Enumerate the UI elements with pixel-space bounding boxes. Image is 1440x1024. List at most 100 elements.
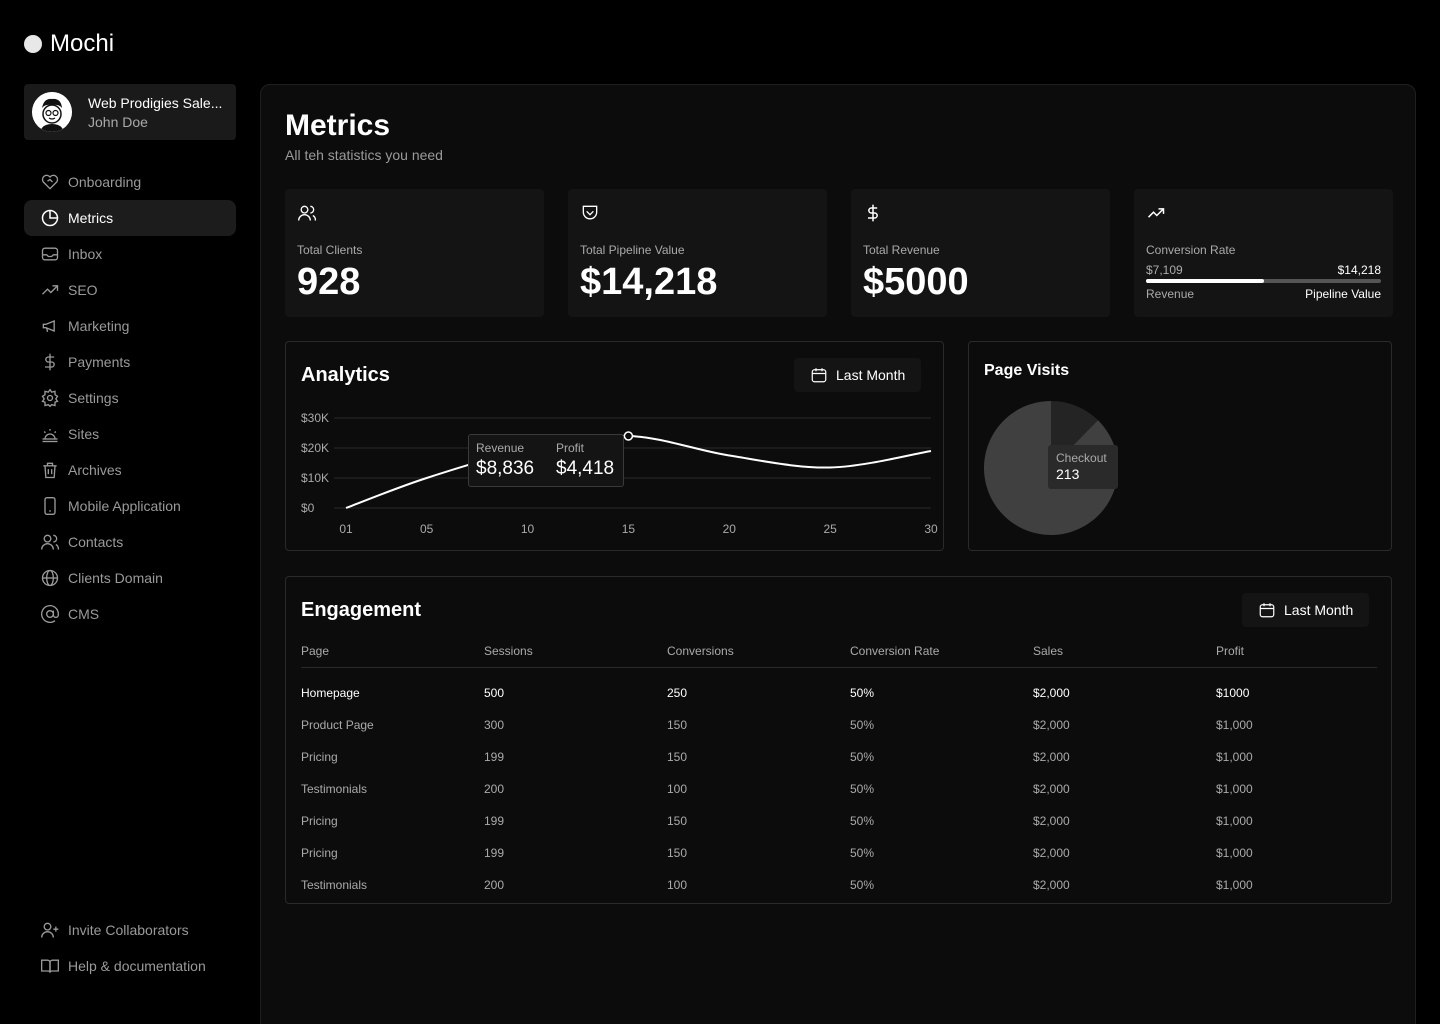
sidebar-item-sites[interactable]: Sites — [24, 416, 236, 452]
y-tick-label: $30K — [301, 411, 329, 425]
pie-tooltip-label: Checkout — [1056, 451, 1107, 465]
sidebar-item-mobile-application[interactable]: Mobile Application — [24, 488, 236, 524]
stat-label: Total Clients — [297, 243, 363, 257]
logo-mark — [24, 35, 42, 53]
cell-conversions: 150 — [667, 846, 688, 860]
engagement-table: Page Sessions Conversions Conversion Rat… — [301, 635, 1377, 901]
engagement-title: Engagement — [301, 599, 422, 621]
sidebar-item-onboarding[interactable]: Onboarding — [24, 164, 236, 200]
stat-value: 928 — [297, 261, 361, 303]
cell-sales: $2,000 — [1033, 750, 1070, 764]
trash-icon — [43, 462, 57, 479]
analytics-range-button[interactable]: Last Month — [794, 358, 922, 392]
sidebar-item-settings[interactable]: Settings — [24, 380, 236, 416]
page-title: Metrics — [285, 109, 391, 142]
analytics-panel: Analytics Last Month $30K $20K $10K $0 01 05 1… — [285, 341, 944, 551]
cell-conversion-rate: 50% — [850, 814, 875, 828]
help-documentation-link[interactable]: Help & documentation — [24, 948, 236, 984]
cell-page: Testimonials — [301, 782, 368, 796]
sidebar-item-marketing[interactable]: Marketing — [24, 308, 236, 344]
page-subtitle: All teh statistics you need — [285, 147, 443, 163]
page-visits-tooltip: Checkout 213 — [1048, 445, 1118, 489]
revenue-series-line — [345, 434, 932, 509]
table-row[interactable]: Homepage 500 250 50% $2,000 $1000 — [301, 667, 1377, 709]
cell-profit: $1,000 — [1216, 814, 1253, 828]
sidebar-item-payments[interactable]: Payments — [24, 344, 236, 380]
sidebar-item-seo[interactable]: SEO — [24, 272, 236, 308]
sidebar-item-label: Contacts — [68, 534, 124, 550]
y-tick-label: $20K — [301, 441, 329, 455]
stat-label: Conversion Rate — [1146, 243, 1236, 257]
sites-icon — [42, 429, 58, 443]
cell-sales: $2,000 — [1033, 686, 1070, 701]
table-header-row: Page Sessions Conversions Conversion Rat… — [301, 635, 1377, 668]
cell-conversions: 100 — [667, 782, 688, 796]
pie-tooltip-value: 213 — [1056, 466, 1080, 482]
conversion-progress-bar — [1146, 279, 1381, 283]
app-logo[interactable]: Mochi — [24, 30, 114, 58]
table-row[interactable]: Product Page 300 150 50% $2,000 $1,000 — [301, 709, 1377, 741]
sidebar-nav: Onboarding Metrics Inbox SEO Marketing P… — [24, 164, 236, 632]
pie-chart-icon — [41, 209, 59, 227]
tooltip-revenue-value: $8,836 — [476, 458, 535, 479]
sidebar-item-label: Invite Collaborators — [68, 922, 189, 938]
sidebar-item-cms[interactable]: CMS — [24, 596, 236, 632]
page-visits-pie-chart — [984, 401, 1118, 535]
invite-collaborators-button[interactable]: Invite Collaborators — [24, 912, 236, 948]
cell-conversion-rate: 50% — [850, 686, 875, 701]
sidebar-item-label: Metrics — [68, 210, 114, 226]
calendar-icon — [1259, 603, 1275, 618]
app-name: Mochi — [50, 30, 115, 57]
table-row[interactable]: Pricing 199 150 50% $2,000 $1,000 — [301, 805, 1377, 837]
sidebar-item-clients-domain[interactable]: Clients Domain — [24, 560, 236, 596]
account-name: Web Prodigies Sale... — [88, 94, 223, 111]
sidebar-item-metrics[interactable]: Metrics — [24, 200, 236, 236]
sidebar-item-label: CMS — [68, 606, 100, 622]
cell-sales: $2,000 — [1033, 782, 1070, 796]
avatar-face-icon — [32, 92, 72, 132]
users-icon — [298, 205, 317, 221]
engagement-range-label: Last Month — [1284, 602, 1354, 618]
table-row[interactable]: Pricing 199 150 50% $2,000 $1,000 — [301, 837, 1377, 869]
pocket-icon — [582, 205, 598, 220]
engagement-range-button[interactable]: Last Month — [1242, 593, 1370, 627]
page-visits-panel: Page Visits Checkout 213 — [968, 341, 1392, 551]
sidebar-item-label: Payments — [68, 354, 131, 370]
account-switcher[interactable]: Web Prodigies Sale... John Doe — [24, 84, 236, 140]
sidebar-item-contacts[interactable]: Contacts — [24, 524, 236, 560]
cell-profit: $1,000 — [1216, 718, 1253, 732]
column-header-sales: Sales — [1033, 635, 1216, 668]
cell-page: Pricing — [301, 814, 338, 828]
cell-page: Product Page — [301, 718, 374, 732]
heart-handshake-icon — [41, 174, 59, 190]
calendar-icon — [811, 368, 827, 383]
cell-sales: $2,000 — [1033, 846, 1070, 860]
cell-conversions: 150 — [667, 814, 688, 828]
globe-icon — [41, 569, 59, 587]
analytics-title: Analytics — [301, 364, 390, 386]
conversion-pipeline-value: $14,218 — [1337, 263, 1381, 277]
column-header-profit: Profit — [1216, 635, 1377, 668]
table-row[interactable]: Pricing 199 150 50% $2,000 $1,000 — [301, 741, 1377, 773]
stat-value: $5000 — [863, 261, 969, 303]
sidebar-item-label: SEO — [68, 282, 98, 298]
stat-label: Total Pipeline Value — [580, 243, 685, 257]
cell-conversion-rate: 50% — [850, 878, 875, 892]
gear-icon — [41, 388, 59, 408]
cell-profit: $1,000 — [1216, 878, 1253, 892]
analytics-range-label: Last Month — [836, 367, 906, 383]
sidebar-item-inbox[interactable]: Inbox — [24, 236, 236, 272]
cell-sales: $2,000 — [1033, 878, 1070, 892]
cell-sessions: 200 — [484, 878, 505, 892]
cell-sales: $2,000 — [1033, 718, 1070, 732]
table-row[interactable]: Testimonials 200 100 50% $2,000 $1,000 — [301, 773, 1377, 805]
sidebar-item-label: Settings — [68, 390, 119, 406]
sidebar-item-label: Marketing — [68, 318, 130, 334]
account-user: John Doe — [88, 113, 148, 130]
cell-sessions: 199 — [484, 814, 505, 828]
sidebar-item-archives[interactable]: Archives — [24, 452, 236, 488]
cell-conversions: 150 — [667, 718, 688, 732]
table-row[interactable]: Testimonials 200 100 50% $2,000 $1,000 — [301, 869, 1377, 901]
sidebar-footer-nav: Invite Collaborators Help & documentatio… — [24, 912, 236, 984]
x-tick-label: 10 — [521, 522, 535, 536]
